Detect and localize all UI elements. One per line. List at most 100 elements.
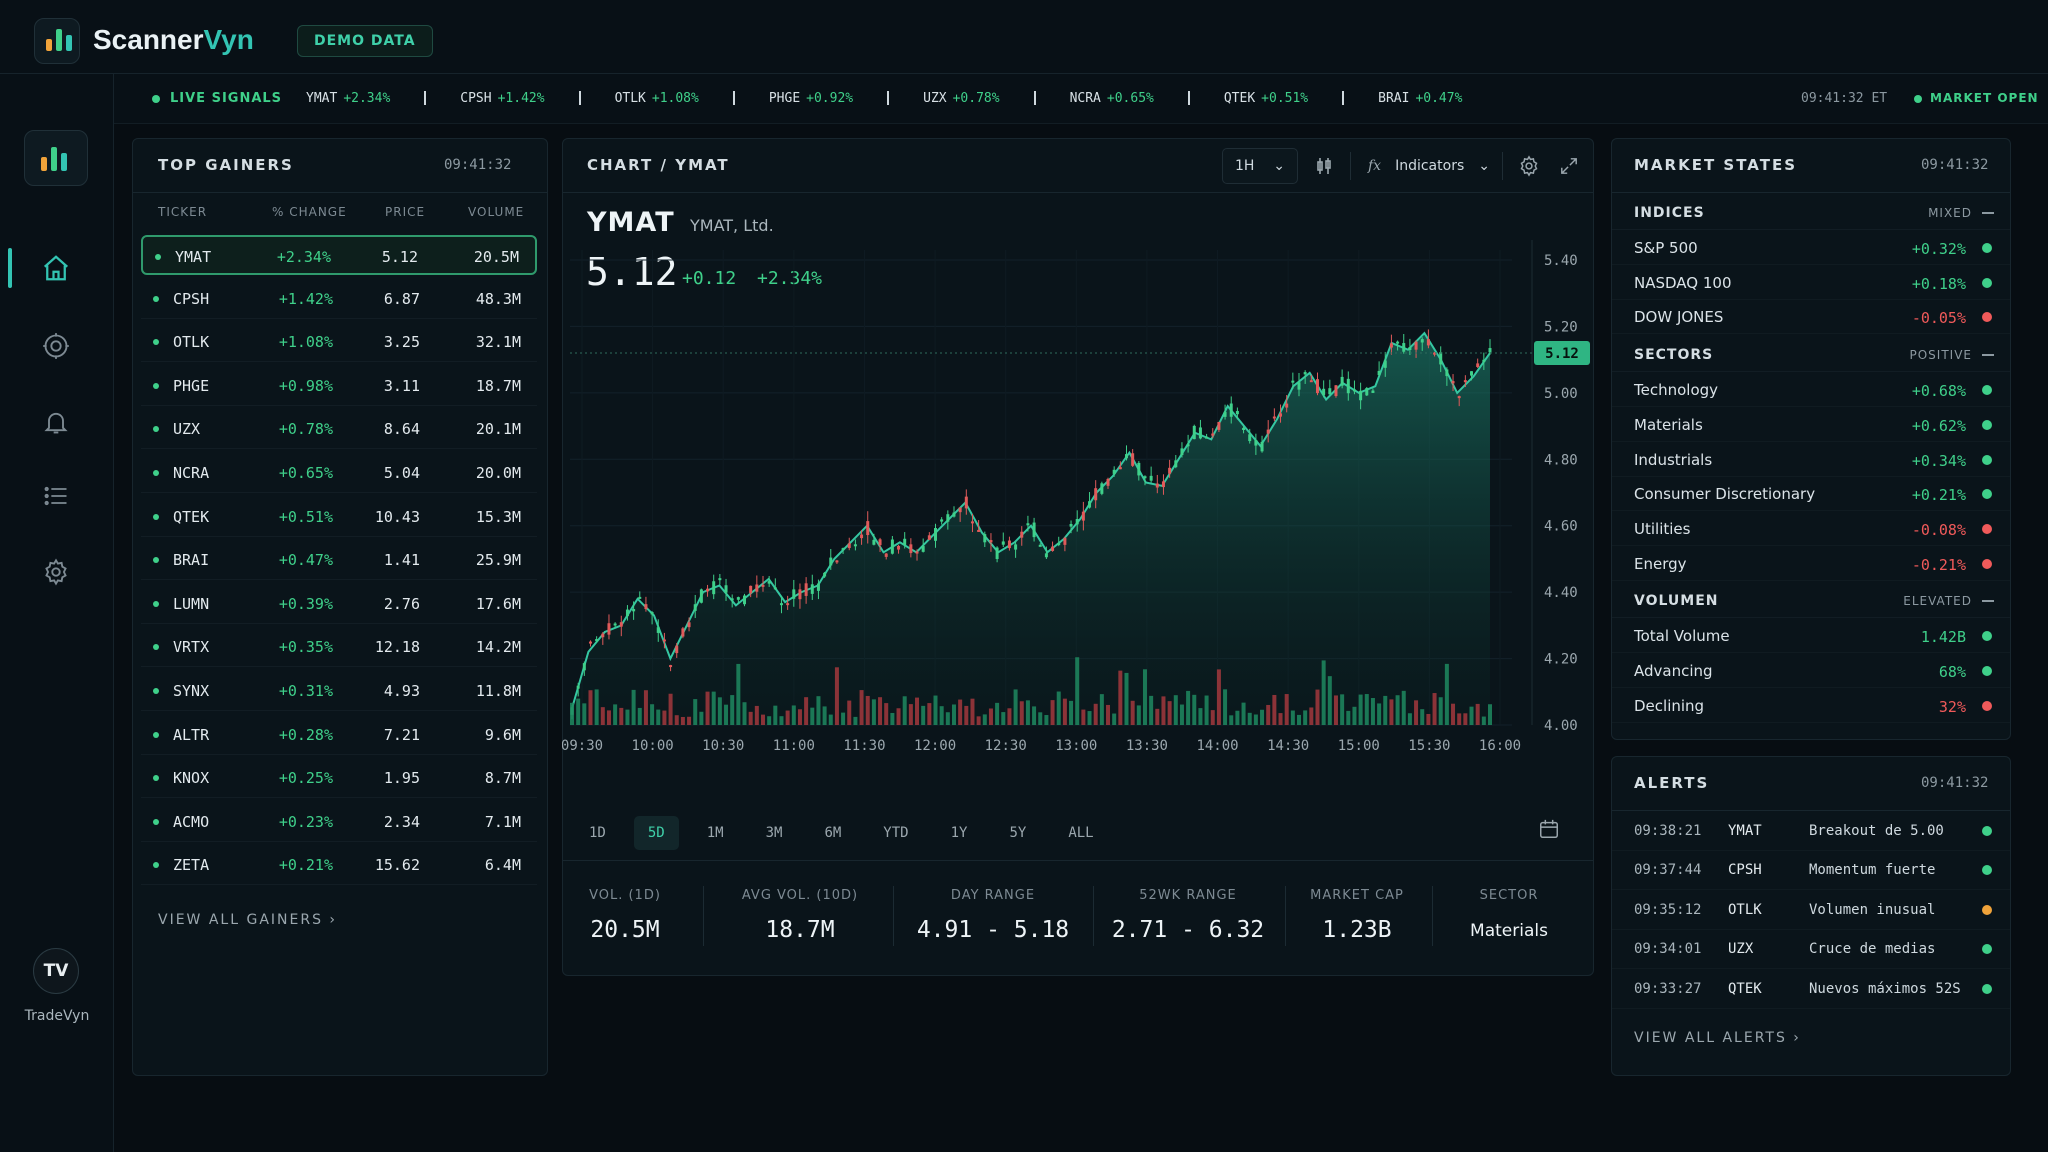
view-all-alerts-link[interactable]: VIEW ALL ALERTS › xyxy=(1634,1030,1801,1046)
bell-icon[interactable] xyxy=(38,404,74,440)
ticker-item[interactable]: PHGE +0.92% xyxy=(769,91,853,106)
market-row[interactable]: Declining 32% xyxy=(1612,688,2010,723)
avatar[interactable]: TV xyxy=(33,948,79,994)
range-button[interactable]: 1D xyxy=(589,825,606,841)
table-row[interactable]: ZETA +0.21% 15.62 6.4M xyxy=(141,845,537,886)
ticker-item[interactable]: YMAT +2.34% xyxy=(306,91,390,106)
table-row[interactable]: YMAT +2.34% 5.12 20.5M xyxy=(141,235,537,275)
home-icon[interactable] xyxy=(38,250,74,286)
range-button[interactable]: 6M xyxy=(824,825,842,841)
market-row[interactable]: Materials +0.62% xyxy=(1612,407,2010,442)
expand-icon[interactable] xyxy=(1556,148,1582,184)
gainer-volume: 17.6M xyxy=(475,594,521,613)
column-price[interactable]: PRICE xyxy=(385,205,426,219)
volume-bar xyxy=(717,697,722,725)
candle-body xyxy=(798,589,802,600)
table-row[interactable]: PHGE +0.98% 3.11 18.7M xyxy=(141,366,537,406)
chart-settings-icon[interactable] xyxy=(1514,148,1544,184)
collapse-icon[interactable] xyxy=(1982,600,1994,603)
ticker-item[interactable]: UZX +0.78% xyxy=(923,91,999,106)
market-row[interactable]: NASDAQ 100 +0.18% xyxy=(1612,265,2010,300)
ticker-item[interactable]: NCRA +0.65% xyxy=(1070,91,1154,106)
candle-body xyxy=(582,663,586,671)
volume-bar xyxy=(1414,700,1419,725)
table-row[interactable]: LUMN +0.39% 2.76 17.6M xyxy=(141,584,537,624)
alert-time: 09:37:44 xyxy=(1634,862,1702,879)
y-tick-label: 5.20 xyxy=(1544,319,1578,335)
table-row[interactable]: UZX +0.78% 8.64 20.1M xyxy=(141,409,537,450)
target-icon[interactable] xyxy=(38,328,74,364)
volume-bar xyxy=(1025,700,1030,725)
alert-row[interactable]: 09:37:44 CPSH Momentum fuerte xyxy=(1612,851,2010,891)
market-row[interactable]: Advancing 68% xyxy=(1612,653,2010,688)
market-row[interactable]: DOW JONES -0.05% xyxy=(1612,299,2010,335)
candle-body xyxy=(823,572,827,577)
market-row[interactable]: Energy -0.21% xyxy=(1612,546,2010,581)
table-row[interactable]: OTLK +1.08% 3.25 32.1M xyxy=(141,322,537,363)
table-row[interactable]: ACMO +0.23% 2.34 7.1M xyxy=(141,802,537,842)
volume-bar xyxy=(754,705,759,725)
candle-body xyxy=(1032,522,1036,538)
table-row[interactable]: VRTX +0.35% 12.18 14.2M xyxy=(141,627,537,668)
candle-body xyxy=(1205,436,1209,439)
market-row[interactable]: S&P 500 +0.32% xyxy=(1612,230,2010,265)
collapse-icon[interactable] xyxy=(1982,212,1994,214)
market-row-value: +0.34% xyxy=(1911,451,1966,470)
table-row[interactable]: ALTR +0.28% 7.21 9.6M xyxy=(141,715,537,755)
range-button[interactable]: 5Y xyxy=(1009,825,1027,841)
alert-row[interactable]: 09:33:27 QTEK Nuevos máximos 52S xyxy=(1612,970,2010,1009)
interval-select[interactable]: 1H ⌄ xyxy=(1222,148,1298,184)
volume-bar xyxy=(1346,710,1351,725)
calendar-icon[interactable] xyxy=(1538,818,1560,844)
market-row[interactable]: Industrials +0.34% xyxy=(1612,442,2010,477)
range-button[interactable]: ALL xyxy=(1068,825,1094,841)
candle-body xyxy=(786,603,790,606)
volume-bar xyxy=(1161,696,1166,725)
column-volume[interactable]: VOLUME xyxy=(468,205,525,219)
alert-row[interactable]: 09:38:21 YMAT Breakout de 5.00 xyxy=(1612,812,2010,851)
candle-body xyxy=(847,543,851,549)
candle-body xyxy=(1328,388,1332,395)
range-button[interactable]: YTD xyxy=(883,825,909,841)
candle-body xyxy=(1242,427,1246,430)
table-row[interactable]: QTEK +0.51% 10.43 15.3M xyxy=(141,497,537,537)
ticker-item[interactable]: QTEK +0.51% xyxy=(1224,91,1308,106)
market-row[interactable]: Technology +0.68% xyxy=(1612,372,2010,408)
table-row[interactable]: NCRA +0.65% 5.04 20.0M xyxy=(141,453,537,493)
volume-bar xyxy=(1488,704,1492,725)
price-chart[interactable]: 5.40 5.20 5.00 4.80 4.60 4.40 4.20 4.00 09:30 10:… xyxy=(562,230,1594,790)
range-button[interactable]: 3M xyxy=(765,825,783,841)
range-button[interactable]: 5D xyxy=(633,816,679,850)
collapse-icon[interactable] xyxy=(1982,354,1994,357)
table-row[interactable]: KNOX +0.25% 1.95 8.7M xyxy=(141,758,537,799)
column-ticker[interactable]: TICKER xyxy=(158,205,208,219)
candle-body xyxy=(884,553,888,557)
view-all-gainers-link[interactable]: VIEW ALL GAINERS › xyxy=(158,912,338,928)
table-row[interactable]: BRAI +0.47% 1.41 25.9M xyxy=(141,540,537,581)
alert-row[interactable]: 09:35:12 OTLK Volumen inusual xyxy=(1612,891,2010,930)
market-row[interactable]: Consumer Discretionary +0.21% xyxy=(1612,476,2010,512)
candles-icon[interactable] xyxy=(1308,148,1340,184)
volume-bar xyxy=(1290,710,1295,725)
table-row[interactable]: CPSH +1.42% 6.87 48.3M xyxy=(141,279,537,319)
table-row[interactable]: SYNX +0.31% 4.93 11.8M xyxy=(141,671,537,711)
range-button[interactable]: 1Y xyxy=(950,825,968,841)
gear-icon[interactable] xyxy=(38,554,74,590)
volume-bar xyxy=(1340,694,1345,725)
status-dot xyxy=(153,818,159,825)
alert-row[interactable]: 09:34:01 UZX Cruce de medias xyxy=(1612,930,2010,970)
indicators-button[interactable]: 𝑓x Indicators ⌄ xyxy=(1368,158,1490,174)
gainer-volume: 20.1M xyxy=(475,420,521,439)
market-row[interactable]: Utilities -0.08% xyxy=(1612,511,2010,546)
list-icon[interactable] xyxy=(38,478,74,514)
volume-bar xyxy=(804,697,809,725)
market-row[interactable]: Total Volume 1.42B xyxy=(1612,618,2010,654)
range-button[interactable]: 1M xyxy=(706,825,724,841)
column-change[interactable]: % CHANGE xyxy=(272,205,347,219)
volume-bar xyxy=(613,704,618,725)
ticker-item[interactable]: BRAI +0.47% xyxy=(1378,91,1462,106)
app-logo-icon[interactable] xyxy=(34,18,80,64)
dashboard-logo-icon[interactable] xyxy=(24,130,88,186)
ticker-item[interactable]: CPSH +1.42% xyxy=(460,91,544,106)
ticker-item[interactable]: OTLK +1.08% xyxy=(615,91,699,106)
